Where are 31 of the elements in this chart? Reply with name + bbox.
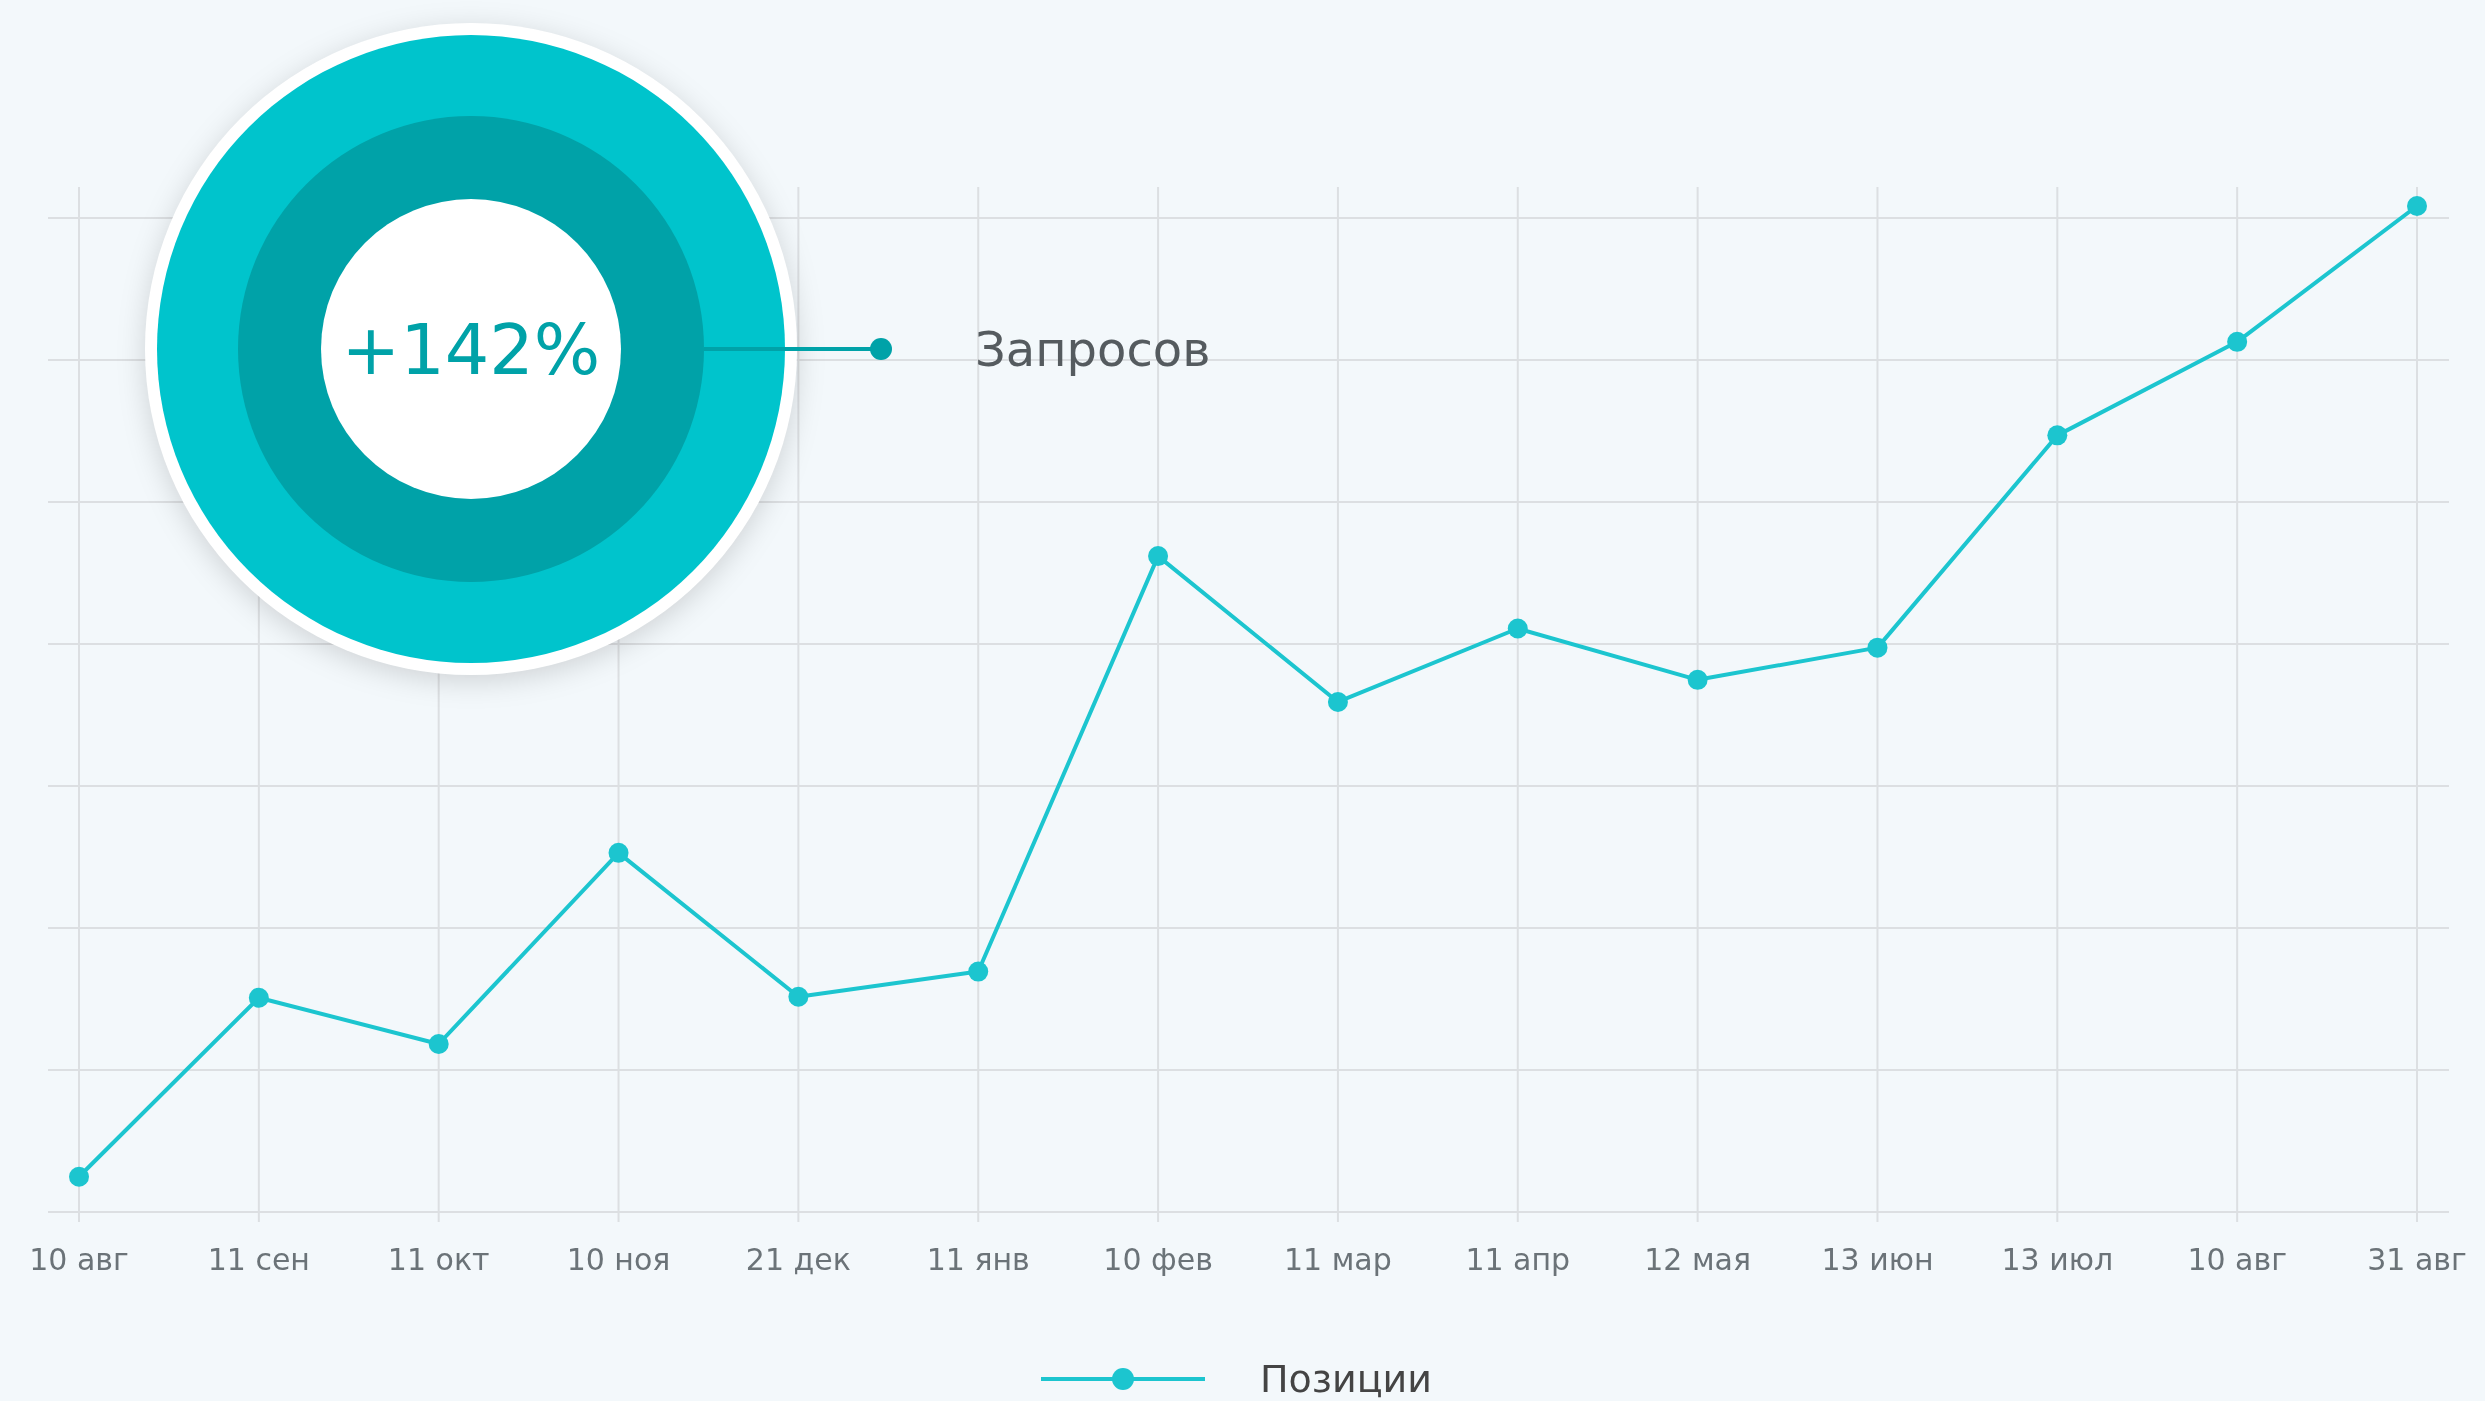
x-tick-label: 12 мая bbox=[1644, 1242, 1752, 1277]
x-tick-label: 21 дек bbox=[745, 1242, 851, 1277]
point bbox=[428, 1034, 449, 1054]
x-tick-label: 11 окт bbox=[387, 1242, 490, 1277]
point bbox=[2047, 425, 2068, 446]
point bbox=[608, 842, 629, 863]
x-tick-label: 10 фев bbox=[1103, 1242, 1213, 1277]
annotation: +142% bbox=[341, 309, 601, 391]
x-tick-label: 10 авг bbox=[29, 1242, 129, 1277]
x-tick-label: 11 янв bbox=[926, 1242, 1030, 1277]
point bbox=[788, 986, 809, 1007]
point bbox=[1148, 546, 1169, 567]
x-tick-label: 11 мар bbox=[1284, 1242, 1392, 1277]
point bbox=[1507, 618, 1528, 639]
point bbox=[1687, 669, 1708, 690]
annotation: Запросов bbox=[975, 321, 1211, 377]
x-tick-label: 31 авг bbox=[2367, 1242, 2467, 1277]
x-tick-label: 11 апр bbox=[1465, 1242, 1571, 1277]
legend-label: Позиции bbox=[1260, 1357, 1432, 1401]
point bbox=[1867, 637, 1888, 658]
point bbox=[968, 961, 989, 982]
x-tick-label: 10 авг bbox=[2187, 1242, 2287, 1277]
point bbox=[248, 987, 269, 1008]
x-tick-label: 13 июл bbox=[2001, 1242, 2114, 1277]
point bbox=[2407, 196, 2427, 216]
x-tick-label: 10 ноя bbox=[566, 1242, 671, 1277]
point bbox=[1327, 691, 1348, 712]
point bbox=[2227, 331, 2248, 352]
x-tick-label: 11 сен bbox=[207, 1242, 310, 1277]
x-tick-label: 13 июн bbox=[1821, 1242, 1934, 1277]
point bbox=[69, 1166, 89, 1187]
